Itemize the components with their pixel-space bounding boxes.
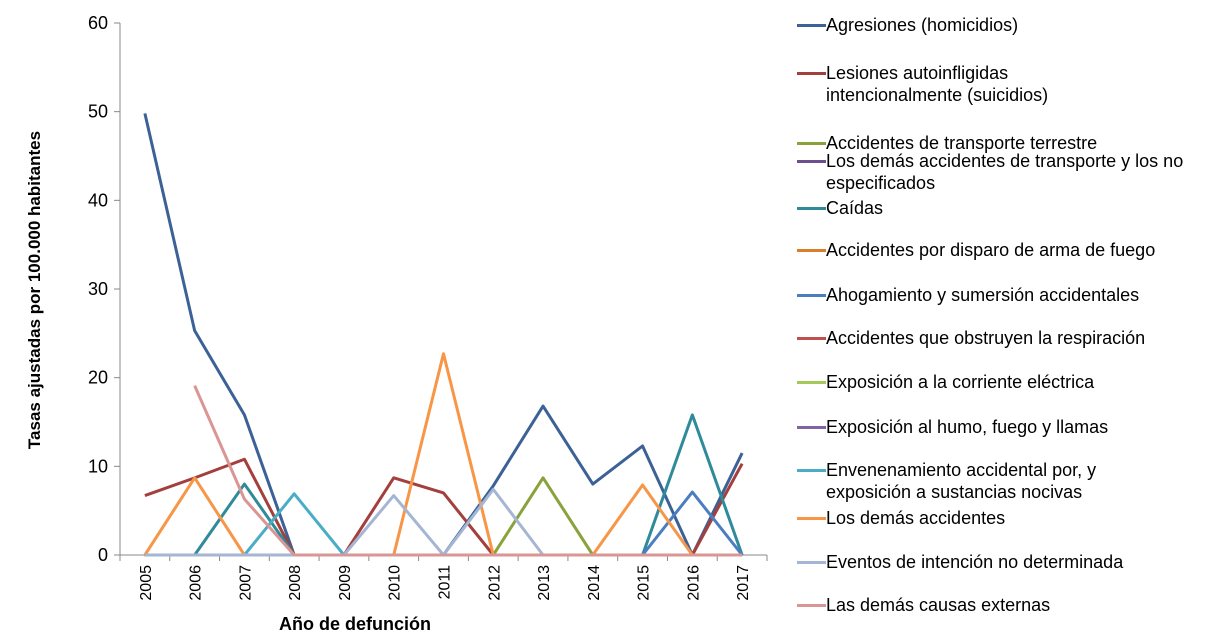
legend-label: Agresiones (homicidios) (826, 15, 1019, 35)
y-axis-title: Tasas ajustadas por 100.000 habitantes (25, 131, 44, 449)
series-line (143, 113, 744, 557)
legend-swatch (797, 426, 826, 429)
legend-swatch (797, 72, 826, 75)
legend-label: Los demás accidentes de transporte y los… (826, 151, 1184, 193)
x-tick-label: 2008 (287, 565, 304, 601)
legend-swatch (797, 142, 826, 145)
legend-label: Accidentes de transporte terrestre (826, 133, 1098, 153)
legend-label: Accidentes por disparo de arma de fuego (826, 240, 1156, 260)
legend-label: Los demás accidentes (826, 508, 1006, 528)
x-tick-label: 2016 (685, 565, 702, 601)
legend-label: Exposición a la corriente eléctrica (826, 372, 1095, 392)
legend-swatch (797, 24, 826, 27)
y-tick-label: 20 (88, 368, 108, 388)
legend-swatch (797, 249, 826, 252)
x-axis-title: Año de defunción (279, 614, 431, 634)
x-tick-label: 2015 (636, 565, 653, 601)
legend-label: Caídas (826, 198, 884, 218)
x-tick-label: 2011 (437, 565, 454, 600)
legend-label: Exposición al humo, fuego y llamas (826, 417, 1109, 437)
legend-swatch (797, 517, 826, 520)
legend-swatch (797, 381, 826, 384)
legend-swatch (797, 294, 826, 297)
x-tick-label: 2007 (237, 565, 254, 601)
legend-swatch (797, 604, 826, 607)
legend-swatch (797, 337, 826, 340)
x-tick-label: 2012 (486, 565, 503, 601)
x-tick-label: 2013 (536, 565, 553, 601)
y-tick-label: 0 (98, 545, 108, 565)
legend-label: Lesiones autoinfligidas intencionalmente… (826, 63, 1049, 105)
series-line (193, 385, 743, 557)
y-tick-label: 60 (88, 13, 108, 33)
legend-label: Accidentes que obstruyen la respiración (826, 328, 1146, 348)
legend-label: Envenenamiento accidental por, y exposic… (826, 460, 1097, 502)
x-tick-label: 2010 (387, 565, 404, 601)
legend-swatch (797, 207, 826, 210)
x-tick-label: 2009 (337, 565, 354, 601)
x-tick-label: 2017 (735, 565, 752, 601)
legend-swatch (797, 561, 826, 564)
y-tick-label: 30 (88, 279, 108, 299)
legend-label: Ahogamiento y sumersión accidentales (826, 285, 1140, 305)
legend-label: Eventos de intención no determinada (826, 552, 1124, 572)
y-tick-label: 50 (88, 102, 108, 122)
legend-swatch (797, 469, 826, 472)
legend-label: Las demás causas externas (826, 595, 1051, 615)
chart-title: 2017 (580, 0, 620, 4)
x-tick-label: 2014 (586, 565, 603, 601)
y-tick-label: 10 (88, 456, 108, 476)
y-tick-label: 40 (88, 190, 108, 210)
legend-swatch (797, 160, 826, 163)
x-tick-label: 2006 (188, 565, 205, 601)
series-line (144, 413, 744, 557)
x-tick-label: 2005 (138, 565, 155, 601)
